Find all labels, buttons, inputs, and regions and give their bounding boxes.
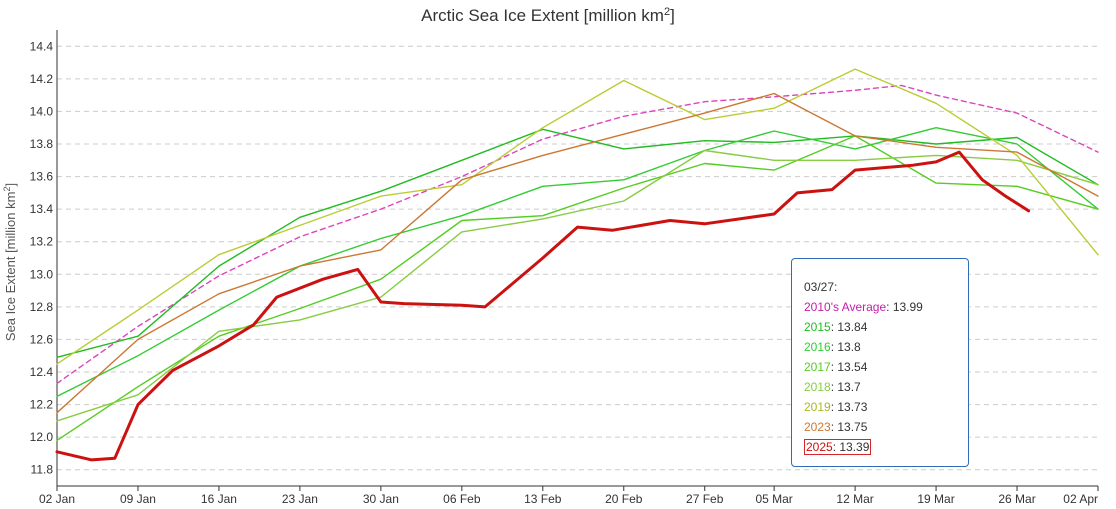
series-line-2023 (56, 92, 1099, 414)
series-line-2025 (55, 150, 1031, 462)
y-tick-label: 13.6 (30, 170, 54, 184)
tooltip-row: 2019: 13.73 (804, 400, 868, 414)
tooltip-series-name: 2015 (804, 320, 831, 334)
y-tick-label: 12.2 (30, 398, 54, 412)
x-tick-label: 02 Jan (39, 492, 75, 506)
tooltip-series-name: 2016 (804, 340, 831, 354)
y-tick-label: 12.6 (30, 332, 54, 346)
tooltip-series-value: 13.73 (837, 400, 868, 414)
x-tick-label: 19 Mar (917, 492, 954, 506)
tooltip-series-value: 13.84 (837, 320, 868, 334)
tooltip-row: 2010's Average: 13.99 (804, 300, 923, 314)
x-tick-label: 02 Apr (1063, 492, 1098, 506)
hover-tooltip: 03/27: 2010's Average: 13.99 2015: 13.84 2… (791, 258, 969, 467)
tooltip-row: 2015: 13.84 (804, 320, 868, 334)
tooltip-series-value: 13.54 (837, 360, 868, 374)
tooltip-row: 2018: 13.7 (804, 380, 861, 394)
tooltip-series-value: 13.39 (839, 440, 870, 454)
y-tick-label: 14.4 (30, 39, 54, 53)
x-tick-label: 30 Jan (363, 492, 399, 506)
y-tick-label: 13.2 (30, 235, 54, 249)
tooltip-row: 2016: 13.8 (804, 340, 861, 354)
x-tick-label: 26 Mar (998, 492, 1035, 506)
y-tick-label: 13.4 (30, 202, 54, 216)
y-tick-label: 12.8 (30, 300, 54, 314)
tooltip-series-name: 2023 (804, 420, 831, 434)
tooltip-series-value: 13.99 (892, 300, 923, 314)
y-tick-label: 11.8 (31, 463, 54, 477)
tooltip-row: 2017: 13.54 (804, 360, 868, 374)
tooltip-series-value: 13.75 (837, 420, 868, 434)
x-tick-label: 13 Feb (524, 492, 562, 506)
axes: 11.8 12.0 12.2 12.4 12.6 12.8 13.0 13.2 13.4 13.6… (30, 30, 1099, 506)
tooltip-series-name: 2025 (806, 440, 833, 454)
x-tick-label: 09 Jan (120, 492, 156, 506)
tooltip-series-name: 2018 (804, 380, 831, 394)
series-line-2015 (56, 128, 1099, 358)
series-lines (55, 68, 1099, 462)
series-line-2010-s-average (56, 84, 1099, 385)
y-tick-label: 12.0 (30, 430, 54, 444)
x-tick-label: 06 Feb (443, 492, 481, 506)
tooltip-series-name: 2010's Average (804, 300, 887, 314)
tooltip-series-value: 13.8 (837, 340, 861, 354)
y-tick-label: 12.4 (30, 365, 54, 379)
y-tick-label: 13.8 (30, 137, 54, 151)
x-tick-label: 20 Feb (605, 492, 643, 506)
tooltip-date: 03/27: (804, 280, 838, 294)
x-tick-label: 05 Mar (755, 492, 792, 506)
chart-title: Arctic Sea Ice Extent [million km2] (421, 6, 675, 25)
x-tick-label: 23 Jan (282, 492, 318, 506)
x-tick-label: 12 Mar (836, 492, 873, 506)
tooltip-series-value: 13.7 (837, 380, 861, 394)
x-tick-label: 16 Jan (201, 492, 237, 506)
series-line-2019 (56, 68, 1099, 365)
x-tick-label: 27 Feb (686, 492, 724, 506)
tooltip-series-name: 2019 (804, 400, 831, 414)
series-line-2016 (56, 126, 1099, 398)
tooltip-row: 2023: 13.75 (804, 420, 868, 434)
y-axis-label: Sea Ice Extent [million km2] (2, 183, 18, 341)
tooltip-row: 2025: 13.39 (804, 439, 872, 455)
y-tick-label: 14.0 (30, 104, 54, 118)
series-line-2017 (56, 135, 1099, 442)
y-tick-label: 13.0 (30, 267, 54, 281)
tooltip-series-name: 2017 (804, 360, 831, 374)
y-tick-label: 14.2 (30, 72, 54, 86)
series-line-2018 (56, 149, 1099, 422)
tooltip-rows: 2010's Average: 13.99 2015: 13.84 2016: 13… (804, 297, 958, 457)
